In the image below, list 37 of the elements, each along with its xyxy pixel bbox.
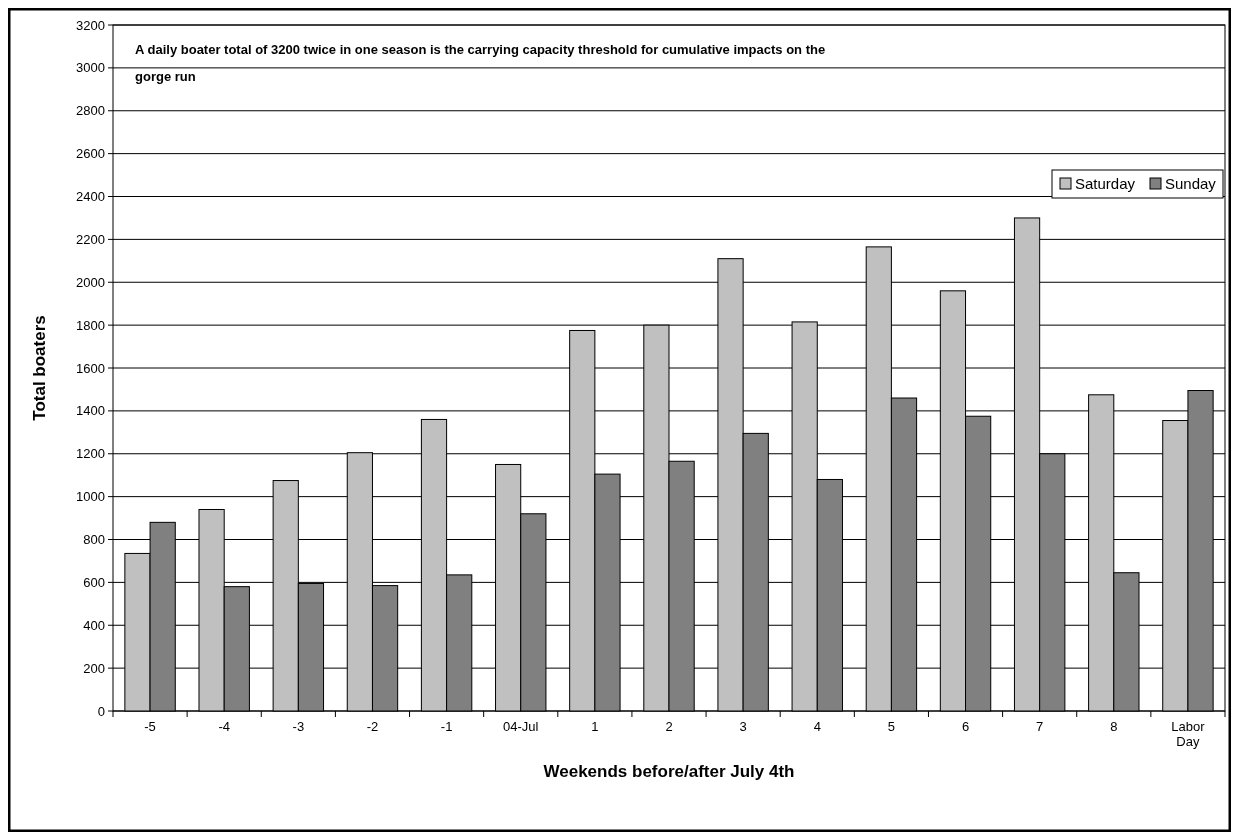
y-tick-label: 2800 xyxy=(76,103,105,119)
x-tick-label: -4 xyxy=(218,719,230,734)
y-tick-label: 2200 xyxy=(76,231,105,247)
y-tick-label: 3000 xyxy=(76,60,105,76)
legend-label: Saturday xyxy=(1075,175,1136,192)
y-tick-label: 200 xyxy=(83,660,105,676)
y-tick-label: 1400 xyxy=(76,403,105,419)
y-tick-label: 2000 xyxy=(76,274,105,290)
y-tick-label: 1200 xyxy=(76,446,105,462)
x-tick-label: 6 xyxy=(961,719,970,734)
x-tick-label: 04-Jul xyxy=(503,719,539,734)
y-tick-label: 2600 xyxy=(76,146,105,162)
y-tick-label: 2400 xyxy=(76,189,105,205)
legend-label: Sunday xyxy=(1165,175,1217,192)
x-tick-label: 2 xyxy=(665,719,673,734)
y-tick-label: 1800 xyxy=(76,317,105,333)
x-tick-label: -2 xyxy=(366,719,379,734)
x-tick-label: Labor Day xyxy=(1171,719,1206,749)
x-tick-label: 4 xyxy=(813,719,821,734)
x-tick-label: -1 xyxy=(440,719,453,734)
x-tick-label: 1 xyxy=(591,719,599,734)
y-tick-label: 400 xyxy=(83,617,105,633)
x-tick-label: 3 xyxy=(739,719,747,734)
y-axis-title: Total boaters xyxy=(30,315,49,421)
y-tick-label: 0 xyxy=(97,703,105,719)
y-tick-label: 3200 xyxy=(76,17,105,33)
x-axis-title: Weekends before/after July 4th xyxy=(543,762,795,781)
y-tick-label: 800 xyxy=(83,532,105,548)
x-tick-label: 5 xyxy=(887,719,896,734)
y-tick-label: 1000 xyxy=(76,489,105,505)
annotation: A daily boater total of 3200 twice in one season is the carrying capacity threshold for cumulative impacts on the gorge run xyxy=(135,42,826,84)
x-tick-label: -5 xyxy=(144,719,156,734)
y-tick-label: 600 xyxy=(83,574,105,590)
x-tick-label: 8 xyxy=(1110,719,1118,734)
x-tick-label: -3 xyxy=(292,719,305,734)
x-tick-label: 7 xyxy=(1036,719,1044,734)
y-tick-label: 1600 xyxy=(76,360,105,376)
